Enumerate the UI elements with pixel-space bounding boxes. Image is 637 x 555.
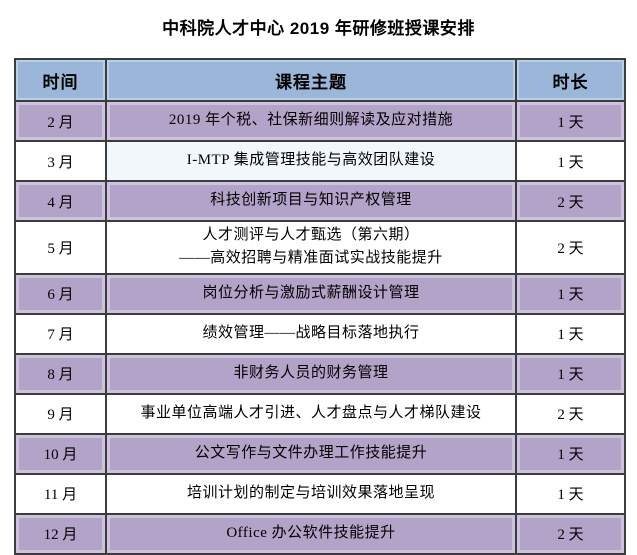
month-cell: 3 月 <box>14 140 107 182</box>
topic-cell: 绩效管理——战略目标落地执行 <box>105 312 517 355</box>
table-row: 5 月 人才测评与人才甄选（第六期） ——高效招聘与精准面试实战技能提升 2 天 <box>14 220 626 275</box>
header-time: 时间 <box>14 58 107 102</box>
table-row: 8 月 非财务人员的财务管理 1 天 <box>14 352 626 395</box>
table-row: 9 月 事业单位高端人才引进、人才盘点与人才梯队建设 2 天 <box>14 392 626 435</box>
topic-cell: 人才测评与人才甄选（第六期） ——高效招聘与精准面试实战技能提升 <box>105 220 517 275</box>
topic-cell: I-MTP 集成管理技能与高效团队建设 <box>105 140 517 182</box>
topic-cell: Office 办公软件技能提升 <box>105 512 517 555</box>
month-cell: 4 月 <box>14 180 107 222</box>
table-row: 2 月 2019 年个税、社保新细则解读及应对措施 1 天 <box>14 100 626 142</box>
topic-cell: 非财务人员的财务管理 <box>105 352 517 395</box>
topic-cell: 事业单位高端人才引进、人才盘点与人才梯队建设 <box>105 392 517 435</box>
header-topic: 课程主题 <box>105 58 517 102</box>
topic-cell: 科技创新项目与知识产权管理 <box>105 180 517 222</box>
month-cell: 7 月 <box>14 312 107 355</box>
table-row: 12 月 Office 办公软件技能提升 2 天 <box>14 512 626 555</box>
topic-cell: 岗位分析与激励式薪酬设计管理 <box>105 272 517 315</box>
month-cell: 10 月 <box>14 432 107 475</box>
duration-cell: 1 天 <box>515 100 626 142</box>
table-row: 3 月 I-MTP 集成管理技能与高效团队建设 1 天 <box>14 140 626 182</box>
schedule-table-head: 时间 课程主题 时长 <box>14 58 626 102</box>
topic-cell: 2019 年个税、社保新细则解读及应对措施 <box>105 100 517 142</box>
table-row: 11 月 培训计划的制定与培训效果落地呈现 1 天 <box>14 472 626 515</box>
schedule-table-body: 2 月 2019 年个税、社保新细则解读及应对措施 1 天 3 月 I-MTP … <box>14 100 626 555</box>
duration-cell: 2 天 <box>515 512 626 555</box>
header-row: 时间 课程主题 时长 <box>14 58 626 102</box>
topic-cell: 培训计划的制定与培训效果落地呈现 <box>105 472 517 515</box>
duration-cell: 1 天 <box>515 352 626 395</box>
duration-cell: 1 天 <box>515 140 626 182</box>
table-row: 7 月 绩效管理——战略目标落地执行 1 天 <box>14 312 626 355</box>
duration-cell: 2 天 <box>515 392 626 435</box>
duration-cell: 2 天 <box>515 220 626 275</box>
month-cell: 9 月 <box>14 392 107 435</box>
schedule-table: 时间 课程主题 时长 2 月 2019 年个税、社保新细则解读及应对措施 1 天… <box>14 58 626 555</box>
table-row: 6 月 岗位分析与激励式薪酬设计管理 1 天 <box>14 272 626 315</box>
page-title: 中科院人才中心 2019 年研修班授课安排 <box>162 19 475 38</box>
month-cell: 5 月 <box>14 220 107 275</box>
month-cell: 11 月 <box>14 472 107 515</box>
duration-cell: 2 天 <box>515 180 626 222</box>
topic-cell: 公文写作与文件办理工作技能提升 <box>105 432 517 475</box>
duration-cell: 1 天 <box>515 472 626 515</box>
duration-cell: 1 天 <box>515 432 626 475</box>
header-duration: 时长 <box>515 58 626 102</box>
table-row: 4 月 科技创新项目与知识产权管理 2 天 <box>14 180 626 222</box>
month-cell: 12 月 <box>14 512 107 555</box>
duration-cell: 1 天 <box>515 312 626 355</box>
month-cell: 2 月 <box>14 100 107 142</box>
page: { "page": { "title": "中科院人才中心 2019 年研修班授… <box>14 19 626 555</box>
month-cell: 8 月 <box>14 352 107 395</box>
duration-cell: 1 天 <box>515 272 626 315</box>
table-row: 10 月 公文写作与文件办理工作技能提升 1 天 <box>14 432 626 475</box>
month-cell: 6 月 <box>14 272 107 315</box>
